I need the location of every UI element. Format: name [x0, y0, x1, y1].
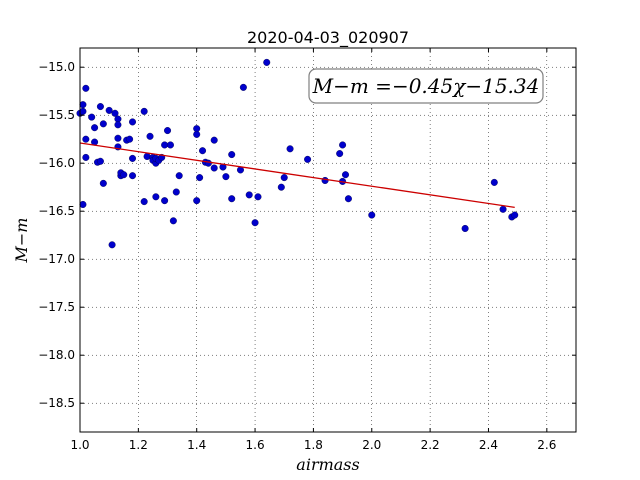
data-point: [120, 171, 128, 179]
data-point: [166, 141, 174, 149]
y-tick-label: −15.0: [38, 60, 75, 74]
fit-line: [79, 142, 515, 209]
data-point: [129, 154, 137, 162]
data-point: [222, 173, 230, 181]
data-point: [82, 84, 90, 92]
data-point: [105, 106, 113, 114]
y-tick-label: −16.5: [38, 204, 75, 218]
y-tick-label: −18.5: [38, 396, 75, 410]
data-point: [169, 217, 177, 225]
data-point: [140, 107, 148, 115]
x-tick-label: 1.0: [70, 438, 89, 452]
x-tick-label: 2.2: [421, 438, 440, 452]
data-point: [172, 188, 180, 196]
data-point: [245, 191, 253, 199]
data-point: [79, 200, 87, 208]
data-point: [344, 195, 352, 203]
grid-lines: [79, 48, 576, 432]
data-point: [129, 172, 137, 180]
annotation-frame: [308, 68, 544, 104]
x-tick-label: 1.8: [304, 438, 323, 452]
data-point: [114, 134, 122, 142]
data-point: [88, 113, 96, 121]
data-point: [91, 124, 99, 132]
data-point: [82, 153, 90, 161]
data-point: [321, 176, 329, 184]
data-point: [254, 193, 262, 201]
data-point: [228, 151, 236, 159]
y-axis-label: M−m: [12, 218, 31, 264]
x-tick-label: 2.4: [479, 438, 498, 452]
x-tick-label: 1.4: [187, 438, 206, 452]
plot-frame: [79, 47, 577, 433]
x-axis-label: airmass: [296, 455, 359, 474]
data-point: [96, 103, 104, 111]
data-point: [161, 197, 169, 205]
data-point: [239, 83, 247, 91]
y-tick-label: −17.5: [38, 300, 75, 314]
data-point: [339, 141, 347, 149]
data-point: [286, 145, 294, 153]
data-point: [99, 179, 107, 187]
data-point: [204, 159, 212, 167]
data-point: [111, 109, 119, 117]
data-point: [161, 141, 169, 149]
data-point: [96, 157, 104, 165]
data-point: [280, 174, 288, 182]
data-point: [499, 205, 507, 213]
data-point: [210, 136, 218, 144]
data-point: [164, 127, 172, 135]
data-point: [146, 132, 154, 140]
y-tick-label: −18.0: [38, 348, 75, 362]
data-point: [263, 58, 271, 66]
data-point: [193, 197, 201, 205]
data-point: [79, 101, 87, 109]
data-point: [511, 211, 519, 219]
x-tick-label: 2.0: [362, 438, 381, 452]
data-point: [99, 120, 107, 128]
data-point: [114, 121, 122, 129]
data-point: [129, 118, 137, 126]
data-point: [79, 107, 87, 115]
data-point: [175, 172, 183, 180]
data-point: [193, 130, 201, 138]
chart-title: 2020-04-03_020907: [247, 28, 409, 48]
fit-equation: M−m =−0.45χ−15.34: [312, 74, 540, 98]
data-point: [304, 155, 312, 163]
data-point: [143, 152, 151, 160]
data-point: [336, 150, 344, 158]
data-point: [108, 241, 116, 249]
annotation-box: M−m =−0.45χ−15.34: [308, 68, 544, 104]
data-point: [199, 147, 207, 155]
data-point: [140, 198, 148, 206]
y-tick-label: −16.0: [38, 156, 75, 170]
x-tick-label: 1.6: [246, 438, 265, 452]
data-point: [210, 164, 218, 172]
x-tick-label: 1.2: [129, 438, 148, 452]
data-point: [342, 171, 350, 179]
data-point: [490, 178, 498, 186]
data-point: [126, 135, 134, 143]
axis-ticks: 1.0 1.2 1.4 1.6 1.8 2.0 2.2 2.4 2.6 −15.0 −15.5 −16…: [38, 48, 576, 452]
data-layer: [76, 58, 519, 249]
data-point: [368, 211, 376, 219]
data-point: [461, 224, 469, 232]
data-point: [82, 135, 90, 143]
y-tick-label: −15.5: [38, 108, 75, 122]
data-point: [196, 174, 204, 182]
data-point: [228, 195, 236, 203]
data-point: [251, 219, 259, 227]
data-point: [277, 183, 285, 191]
x-tick-label: 2.6: [537, 438, 556, 452]
y-tick-label: −17.0: [38, 252, 75, 266]
data-point: [152, 193, 160, 201]
